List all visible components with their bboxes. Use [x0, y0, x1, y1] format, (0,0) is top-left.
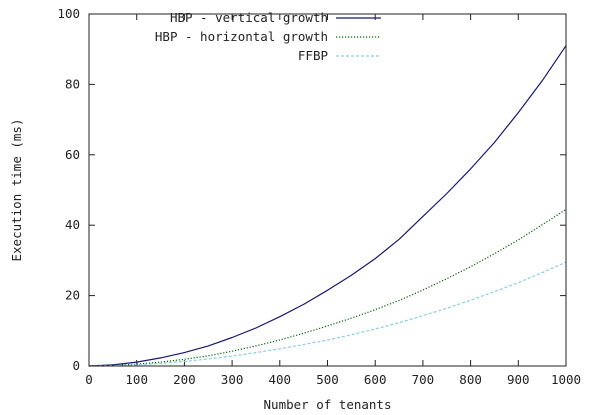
x-tick-label: 100 — [125, 372, 148, 387]
y-tick-label: 40 — [65, 217, 80, 232]
x-tick-label: 300 — [221, 372, 244, 387]
tick-layer: 0 100 200 300 400 500 600 700 800 900 1000 0 20 40 60 8… — [57, 6, 581, 387]
x-tick-label: 1000 — [551, 372, 581, 387]
y-tick-label: 60 — [65, 147, 80, 162]
y-tick-label: 80 — [65, 76, 80, 91]
series-line-1 — [88, 45, 567, 367]
x-tick-label: 800 — [459, 372, 482, 387]
legend-label: HBP - horizontal growth — [155, 29, 328, 44]
plot-frame — [88, 13, 567, 367]
y-tick-label: 100 — [57, 6, 80, 21]
legend: HBP - vertical growth HBP - horizontal gr… — [155, 10, 381, 63]
x-tick-label: 400 — [269, 372, 292, 387]
legend-label: HBP - vertical growth — [170, 10, 328, 25]
x-tick-label: 700 — [412, 372, 435, 387]
x-tick-label: 900 — [507, 372, 530, 387]
y-axis-label: Execution time (ms) — [9, 119, 24, 262]
series-layer — [88, 45, 567, 367]
series-line-3 — [88, 261, 567, 367]
x-tick-label: 200 — [173, 372, 196, 387]
x-tick-label: 500 — [316, 372, 339, 387]
y-tick-label: 20 — [65, 288, 80, 303]
x-tick-label: 0 — [85, 372, 93, 387]
series-line-2 — [88, 208, 567, 367]
legend-label: FFBP — [298, 48, 328, 63]
x-axis-label: Number of tenants — [264, 397, 392, 412]
y-tick-label: 0 — [72, 358, 80, 373]
x-tick-label: 600 — [364, 372, 387, 387]
